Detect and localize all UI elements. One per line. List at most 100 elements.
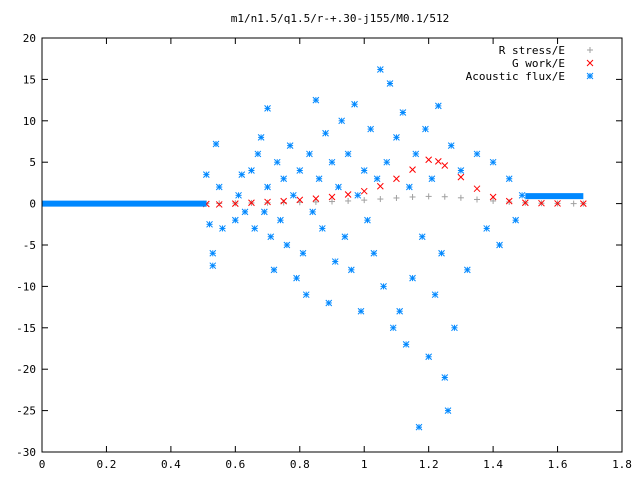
data-point: [260, 208, 268, 216]
data-point: [329, 198, 335, 205]
data-point: [425, 193, 432, 200]
data-point: [231, 216, 239, 224]
data-point: [505, 175, 513, 183]
data-point: [383, 158, 391, 166]
data-point: [393, 175, 400, 183]
data-point: [235, 191, 242, 199]
data-point: [474, 196, 480, 203]
series-1: [202, 156, 587, 208]
data-point: [328, 158, 336, 166]
data-point: [264, 183, 271, 191]
data-point: [409, 274, 416, 282]
data-point: [309, 208, 317, 216]
legend-label: R stress/E: [499, 44, 565, 57]
data-point: [405, 183, 413, 191]
data-point: [377, 196, 384, 203]
data-point: [412, 150, 420, 158]
data-point: [506, 198, 513, 205]
legend-label: G work/E: [512, 57, 565, 70]
data-point: [231, 200, 239, 207]
data-point: [496, 241, 503, 249]
data-point: [463, 266, 471, 274]
data-point: [264, 199, 271, 206]
data-point: [306, 150, 313, 158]
data-point: [512, 216, 520, 224]
data-point: [554, 200, 561, 207]
data-point: [457, 173, 465, 181]
data-point: [473, 185, 481, 193]
data-point: [489, 193, 497, 201]
data-point: [380, 283, 387, 290]
data-point: [257, 134, 265, 141]
data-point: [206, 220, 213, 228]
data-point: [438, 249, 445, 257]
data-point: [370, 249, 378, 257]
data-point: [209, 262, 217, 270]
data-point: [361, 197, 368, 204]
data-point: [457, 167, 465, 174]
data-point: [338, 117, 346, 125]
data-point: [483, 225, 491, 232]
data-point: [286, 142, 294, 149]
data-point: [441, 193, 448, 200]
data-point: [473, 150, 481, 158]
data-marks: [42, 66, 587, 431]
data-point: [331, 258, 339, 265]
data-point: [302, 291, 310, 299]
x-tick-label: 0.4: [161, 458, 181, 471]
y-tick-label: -20: [16, 363, 36, 376]
data-point: [389, 324, 397, 332]
data-point: [360, 187, 368, 195]
data-point: [248, 199, 255, 207]
x-tick-label: 1.4: [483, 458, 503, 471]
data-point: [415, 423, 423, 431]
data-point: [354, 191, 362, 199]
y-tick-label: 10: [23, 115, 36, 128]
data-point: [273, 158, 281, 166]
plot-frame: [41, 37, 623, 453]
data-point: [241, 208, 249, 216]
data-point: [315, 175, 323, 183]
data-point: [521, 199, 529, 207]
x-tick-label: 0: [39, 458, 46, 471]
data-point: [444, 407, 452, 414]
data-point: [215, 183, 223, 191]
data-point: [289, 191, 297, 199]
data-point: [299, 249, 307, 257]
legend-marker: [586, 59, 594, 67]
data-point: [396, 307, 404, 315]
data-point: [518, 191, 526, 199]
data-point: [409, 193, 416, 200]
data-point: [360, 167, 368, 174]
data-point: [216, 200, 223, 207]
legend-marker: [587, 47, 593, 53]
x-tick-label: 1.8: [612, 458, 632, 471]
y-tick-label: -10: [16, 280, 36, 293]
x-tick-label: 0.2: [97, 458, 117, 471]
data-point: [373, 175, 381, 183]
data-point: [264, 198, 271, 206]
data-point: [505, 197, 513, 205]
data-point: [248, 167, 255, 174]
data-point: [215, 201, 223, 208]
data-point: [312, 198, 319, 205]
data-point: [328, 193, 336, 201]
x-tick-label: 1.2: [419, 458, 439, 471]
data-point: [270, 266, 278, 274]
data-point: [418, 233, 426, 241]
data-point: [322, 129, 329, 137]
data-point: [238, 171, 246, 178]
data-point: [280, 175, 288, 183]
data-point: [489, 158, 497, 166]
y-tick-label: -25: [16, 405, 36, 418]
data-point: [212, 140, 220, 148]
data-point: [393, 194, 400, 201]
data-point: [447, 142, 455, 149]
y-tick-label: 5: [29, 156, 36, 169]
data-point: [341, 233, 349, 241]
data-point: [347, 266, 355, 274]
data-point: [335, 183, 342, 191]
data-point: [393, 134, 400, 141]
y-tick-label: -30: [16, 446, 36, 459]
